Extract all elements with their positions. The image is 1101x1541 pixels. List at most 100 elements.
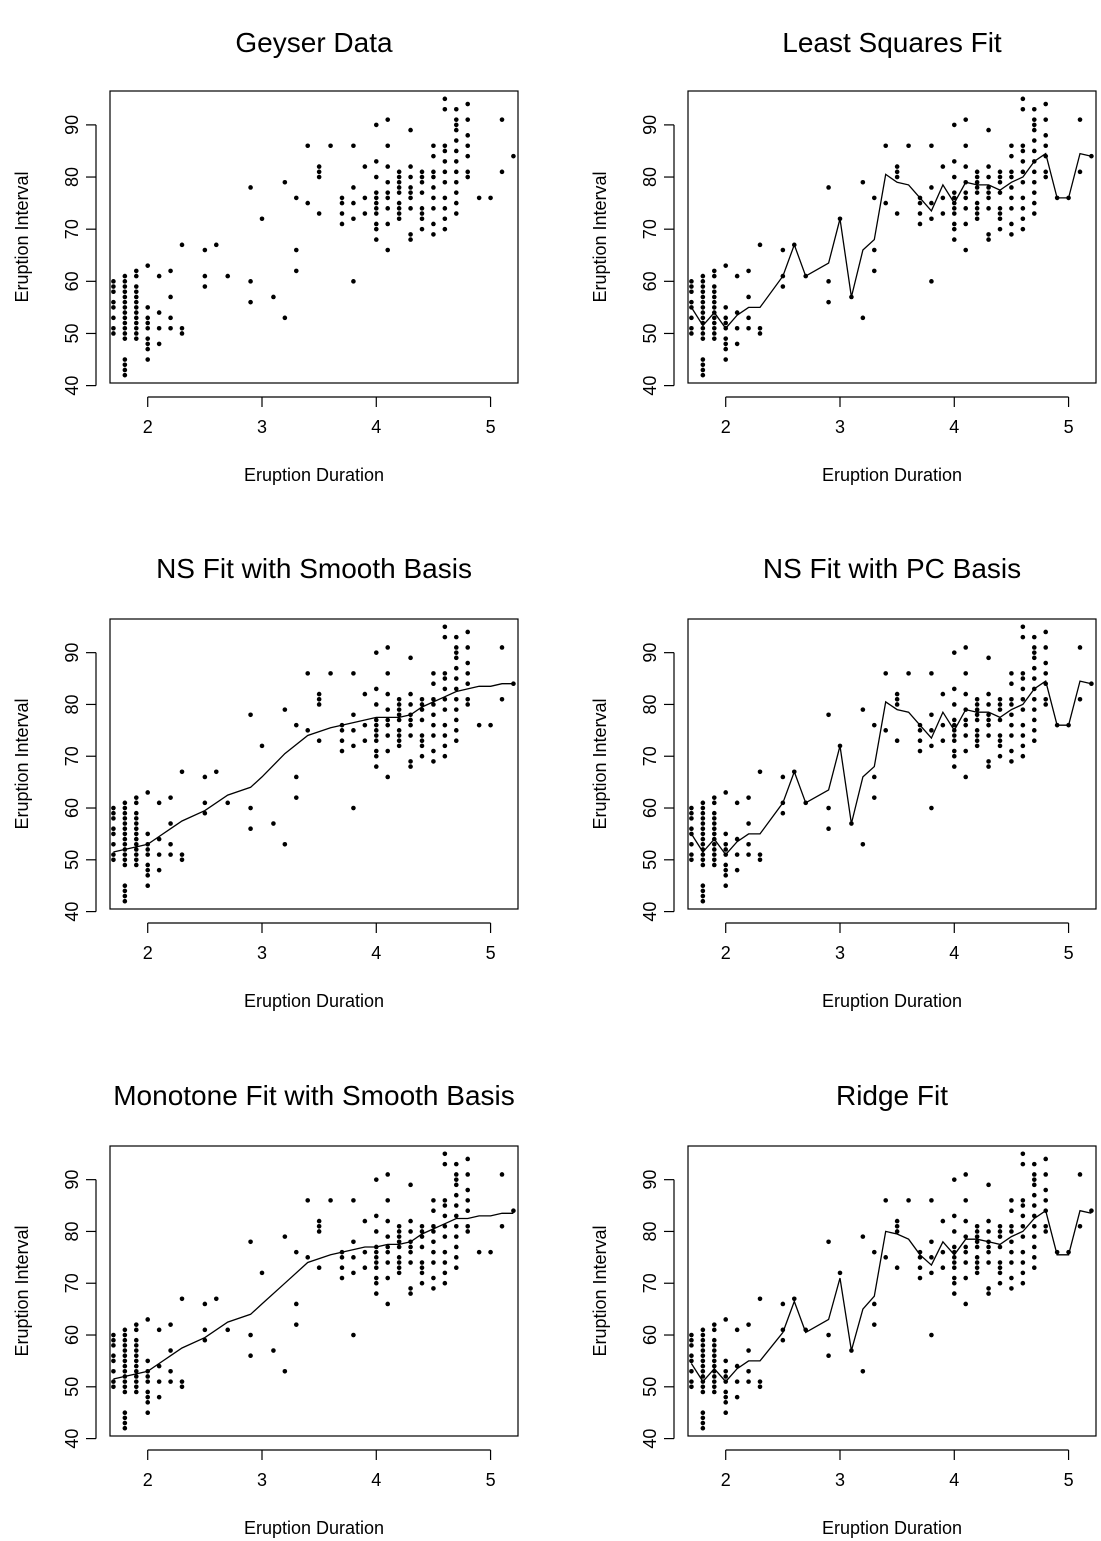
data-point [122,1337,128,1343]
data-point [351,743,356,749]
x-axis-label: Eruption Duration [822,465,962,485]
plot-frame [109,90,519,384]
fit-line [113,683,514,853]
data-point [453,717,459,723]
plot-frame [109,1145,519,1437]
data-point [328,1198,333,1203]
data-point [723,341,729,347]
data-point [431,195,436,201]
data-point [951,686,957,692]
data-point [408,190,413,195]
data-point [1020,1203,1026,1208]
data-point [1020,148,1026,154]
data-point [997,216,1003,222]
data-point [963,1301,969,1307]
data-point [711,800,717,806]
data-point [1020,169,1026,175]
data-point [929,712,934,718]
data-point [1077,1172,1083,1177]
data-point [1009,232,1014,237]
data-point [780,284,786,289]
panel-6: Ridge Fit 2 3 4 5 Eruption Duration 40 50 60 70 80… [590,1080,1097,1538]
data-point [351,143,356,149]
data-point [711,795,717,800]
data-point [711,821,717,826]
data-point [963,645,969,650]
data-point [202,810,208,816]
data-point [723,315,729,321]
data-point [133,268,139,274]
data-point [700,810,706,816]
data-point [111,857,116,863]
y-tick-label: 40 [640,1429,660,1449]
x-tick-label: 4 [371,943,381,963]
data-point [145,867,151,873]
data-point [133,836,139,842]
data-point [293,722,299,728]
data-point [145,1394,151,1400]
data-point [122,1343,128,1348]
data-point [385,691,391,697]
data-point [453,1177,459,1182]
y-tick-label: 50 [62,850,82,870]
data-point [1009,221,1014,227]
data-point [711,1322,717,1327]
y-tick-label: 50 [640,850,660,870]
data-point [442,1213,448,1219]
data-point [168,325,173,331]
data-point [465,143,471,149]
data-point [700,893,706,899]
data-point [453,169,459,175]
data-point [133,289,139,295]
data-point [396,1234,402,1239]
data-point [780,810,786,816]
data-point [689,826,694,832]
data-point [723,841,729,847]
data-point [711,847,717,852]
x-axis-label: Eruption Duration [822,991,962,1011]
data-point [986,174,991,180]
data-point [133,795,139,800]
data-point [711,1343,717,1348]
data-point [963,1198,969,1203]
data-point [499,117,505,122]
data-point [940,1218,946,1224]
data-point [1077,1223,1083,1229]
data-point [122,862,128,868]
data-point [442,1151,448,1157]
data-point [362,164,368,169]
data-point [951,1177,957,1182]
data-point [145,873,151,878]
data-point [179,852,185,857]
data-point [746,841,751,847]
data-point [951,211,957,216]
data-point [894,164,900,169]
data-point [442,1249,448,1255]
data-point [951,748,957,754]
data-point [951,190,957,195]
data-point [734,1379,740,1384]
data-point [111,810,116,816]
data-point [419,1229,425,1234]
data-point [689,1353,694,1359]
data-point [248,1332,253,1338]
y-tick-label: 60 [62,271,82,291]
data-point [1031,190,1037,195]
data-point [711,305,717,310]
y-tick-label: 40 [62,902,82,922]
data-point [385,221,391,227]
data-point [305,671,311,676]
data-point [351,1255,356,1260]
data-point [408,764,413,769]
data-point [826,299,831,305]
data-point [997,743,1003,749]
data-point [385,1234,391,1239]
data-point [997,169,1003,175]
y-axis-label: Eruption Interval [590,1225,610,1356]
data-point [1020,1234,1026,1239]
data-point [373,1265,379,1270]
data-point [689,289,694,295]
data-point [951,764,957,769]
data-point [431,1260,436,1265]
data-point [122,857,128,863]
